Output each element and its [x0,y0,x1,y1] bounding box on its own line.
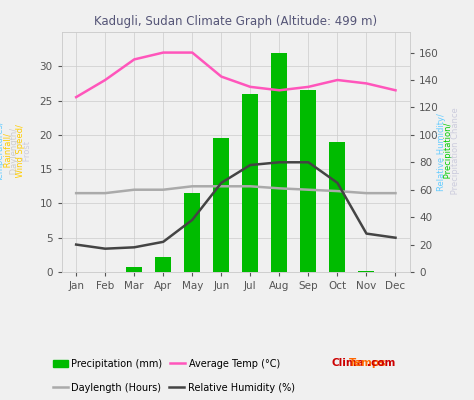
Bar [126,267,142,272]
Text: Precipitation Chance: Precipitation Chance [451,107,459,197]
Text: Daylength/: Daylength/ [10,128,18,176]
Bar [213,138,229,272]
Bar [184,193,200,272]
Text: Temps: Temps [349,358,386,368]
Text: Temperatures/: Temperatures/ [0,122,5,182]
Text: Frost: Frost [23,140,31,164]
Text: Wind Speed/: Wind Speed/ [17,124,25,180]
Text: Precipitation/: Precipitation/ [444,123,453,181]
Bar [329,142,346,272]
Bar [272,52,287,272]
Bar [242,94,258,272]
Title: Kadugli, Sudan Climate Graph (Altitude: 499 m): Kadugli, Sudan Climate Graph (Altitude: … [94,15,377,28]
Text: Relative Humidity/: Relative Humidity/ [438,113,446,191]
Bar [155,257,171,272]
Bar [301,90,316,272]
Bar [358,271,374,272]
Text: Clima: Clima [332,358,365,368]
Legend: Daylength (Hours), Relative Humidity (%): Daylength (Hours), Relative Humidity (%) [49,379,299,397]
Text: .com: .com [367,358,396,368]
Text: Rainfall/: Rainfall/ [3,134,12,170]
